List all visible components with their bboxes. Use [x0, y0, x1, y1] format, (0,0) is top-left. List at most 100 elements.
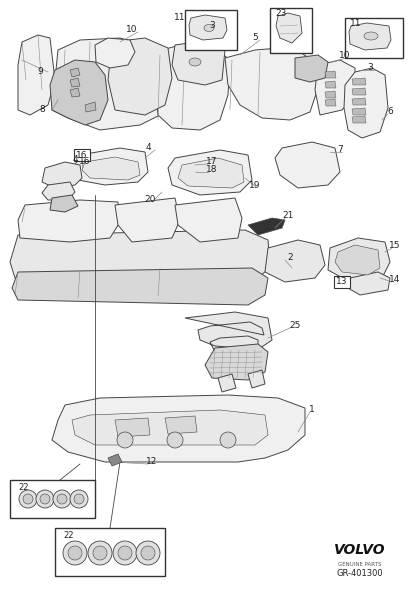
Text: 17: 17	[206, 157, 218, 166]
FancyBboxPatch shape	[185, 10, 237, 50]
Polygon shape	[189, 15, 227, 40]
Text: 3: 3	[367, 64, 373, 73]
Text: GR-401300: GR-401300	[337, 570, 383, 579]
Polygon shape	[95, 38, 135, 68]
Text: 22: 22	[63, 531, 74, 540]
Text: 16: 16	[76, 150, 88, 159]
Circle shape	[88, 541, 112, 565]
Text: 10: 10	[126, 25, 138, 34]
Polygon shape	[325, 91, 336, 98]
Circle shape	[113, 541, 137, 565]
Polygon shape	[349, 23, 391, 50]
Polygon shape	[18, 200, 120, 242]
Text: 1: 1	[309, 406, 315, 415]
Circle shape	[57, 494, 67, 504]
Polygon shape	[42, 182, 75, 200]
Polygon shape	[108, 38, 172, 115]
Polygon shape	[352, 78, 366, 85]
Polygon shape	[10, 230, 270, 282]
Text: 11: 11	[174, 13, 186, 22]
Polygon shape	[108, 454, 122, 466]
Text: 4: 4	[72, 156, 78, 165]
FancyBboxPatch shape	[10, 480, 95, 518]
Polygon shape	[18, 35, 55, 115]
Text: 18: 18	[206, 165, 218, 174]
Circle shape	[40, 494, 50, 504]
Polygon shape	[275, 142, 340, 188]
Polygon shape	[325, 71, 336, 78]
Polygon shape	[172, 40, 225, 85]
Text: 16: 16	[79, 157, 91, 166]
Polygon shape	[248, 218, 285, 235]
Polygon shape	[85, 102, 96, 112]
Circle shape	[117, 432, 133, 448]
Polygon shape	[325, 81, 336, 88]
Text: 11: 11	[350, 19, 362, 28]
Polygon shape	[352, 98, 366, 105]
Circle shape	[220, 432, 236, 448]
Circle shape	[23, 494, 33, 504]
Polygon shape	[178, 158, 244, 188]
Polygon shape	[82, 157, 140, 180]
Circle shape	[141, 546, 155, 560]
Polygon shape	[348, 272, 390, 295]
Polygon shape	[352, 116, 366, 123]
Polygon shape	[70, 78, 80, 87]
Polygon shape	[335, 245, 380, 275]
Polygon shape	[50, 195, 78, 212]
Polygon shape	[42, 162, 82, 188]
Polygon shape	[155, 45, 230, 130]
Circle shape	[36, 490, 54, 508]
Text: 21: 21	[282, 210, 294, 219]
FancyBboxPatch shape	[270, 8, 312, 53]
Circle shape	[63, 541, 87, 565]
Polygon shape	[205, 344, 268, 380]
Text: 20: 20	[144, 195, 156, 204]
Text: 23: 23	[275, 8, 286, 17]
Polygon shape	[52, 38, 168, 130]
Polygon shape	[265, 240, 325, 282]
Polygon shape	[276, 13, 302, 43]
Polygon shape	[168, 150, 252, 195]
Polygon shape	[352, 88, 366, 95]
Text: 8: 8	[39, 106, 45, 115]
Polygon shape	[52, 395, 305, 462]
FancyBboxPatch shape	[74, 149, 90, 161]
Text: 25: 25	[289, 320, 301, 329]
Ellipse shape	[364, 32, 378, 40]
Polygon shape	[115, 198, 180, 242]
Circle shape	[70, 490, 88, 508]
Polygon shape	[325, 99, 336, 106]
Polygon shape	[328, 238, 390, 282]
Polygon shape	[295, 55, 328, 82]
Polygon shape	[352, 108, 366, 115]
Polygon shape	[218, 374, 236, 392]
Text: 2: 2	[287, 254, 293, 263]
Text: 14: 14	[389, 275, 401, 284]
Ellipse shape	[204, 25, 214, 31]
Polygon shape	[225, 48, 318, 120]
Text: 9: 9	[37, 67, 43, 76]
Polygon shape	[70, 68, 80, 77]
Text: 7: 7	[337, 145, 343, 154]
Polygon shape	[50, 60, 108, 125]
Ellipse shape	[189, 58, 201, 66]
Circle shape	[167, 432, 183, 448]
Polygon shape	[75, 148, 148, 185]
Text: 5: 5	[252, 34, 258, 43]
Circle shape	[68, 546, 82, 560]
Text: 3: 3	[209, 20, 215, 29]
Circle shape	[53, 490, 71, 508]
Text: 19: 19	[249, 180, 261, 189]
FancyBboxPatch shape	[334, 276, 350, 288]
Text: GENUINE PARTS: GENUINE PARTS	[338, 561, 382, 567]
Circle shape	[19, 490, 37, 508]
Circle shape	[136, 541, 160, 565]
Polygon shape	[115, 418, 150, 437]
Polygon shape	[248, 370, 265, 388]
Polygon shape	[12, 268, 268, 305]
Polygon shape	[165, 416, 197, 434]
Polygon shape	[70, 88, 80, 97]
Polygon shape	[72, 410, 268, 445]
Text: 12: 12	[146, 457, 158, 466]
